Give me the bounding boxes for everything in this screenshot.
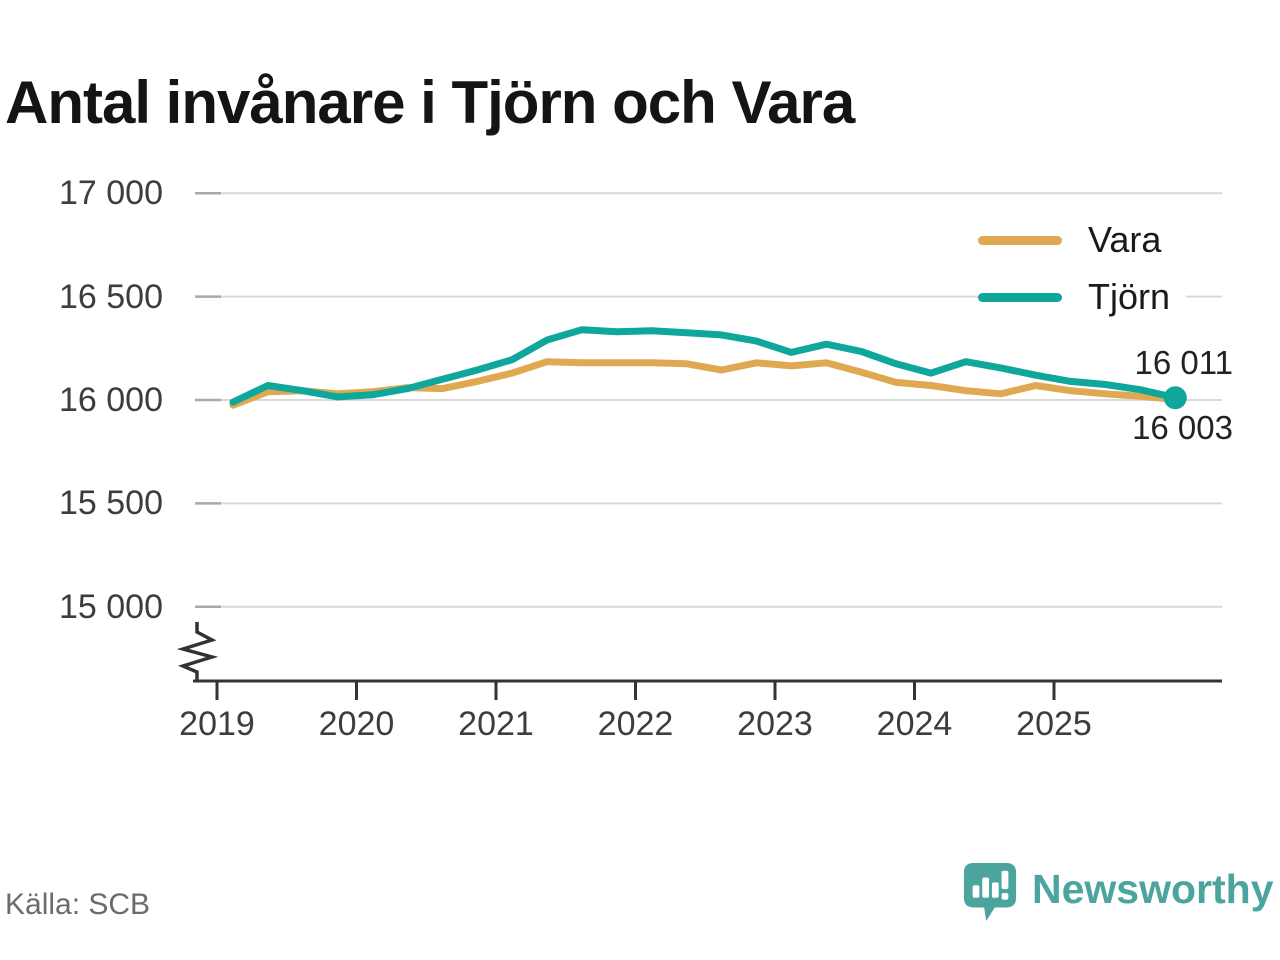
tjorn-line-swatch	[978, 292, 1062, 302]
x-axis-tick-label: 2024	[876, 705, 953, 743]
x-axis-tick-label: 2021	[458, 705, 534, 743]
x-axis-tick-label: 2020	[318, 705, 395, 743]
series-line-vara	[229, 358, 1179, 409]
newsworthy-brand: Newsworthy	[962, 860, 1274, 924]
y-axis-tick-label: 16 500	[59, 277, 163, 316]
end-label-tjörn: 16 011	[1134, 343, 1233, 381]
x-axis-tick-label: 2023	[737, 705, 813, 743]
end-point-dot	[1163, 386, 1187, 410]
newsworthy-logo-icon	[963, 863, 1017, 921]
y-axis-tick-label: 15 000	[59, 587, 163, 626]
axis-break-icon	[176, 622, 219, 681]
legend-label-vara: Vara	[1088, 219, 1162, 260]
legend-label-tjorn: Tjörn	[1088, 276, 1171, 317]
chart-title: Antal invånare i Tjörn och Vara	[5, 69, 855, 137]
y-axis-tick-label: 15 500	[59, 484, 163, 523]
vara-line-swatch	[978, 235, 1062, 245]
source-note: Källa: SCB	[5, 888, 151, 921]
legend-item-vara: Vara	[978, 218, 1187, 262]
x-axis-tick-label: 2022	[597, 705, 674, 743]
x-axis-tick-label: 2025	[1016, 705, 1092, 743]
newsworthy-wordmark: Newsworthy	[1032, 866, 1274, 912]
series-line-tjörn	[229, 326, 1179, 406]
end-label-vara: 16 003	[1132, 409, 1233, 447]
y-axis-tick-label: 16 000	[59, 381, 163, 419]
legend-item-tjorn: Tjörn	[978, 275, 1187, 319]
y-axis-tick-label: 17 000	[59, 174, 163, 213]
legend: Vara Tjörn	[978, 218, 1187, 332]
x-axis-tick-label: 2019	[179, 705, 255, 743]
